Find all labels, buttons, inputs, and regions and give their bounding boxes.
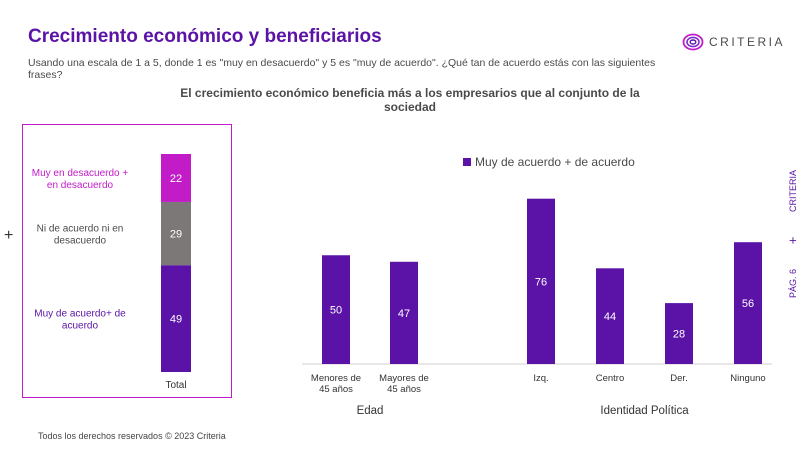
page-title: Crecimiento económico y beneficiarios [28,26,382,47]
side-brand: CRITERIA [787,170,798,213]
bar-value-label: 44 [604,311,616,323]
stack-segment-ni-de-acuerdo-ni-en-desacuerdo [161,201,191,266]
brand-logo: CRITERIA [682,33,785,51]
bar-value-label: 76 [535,276,547,288]
legend-label: Muy de acuerdo + de acuerdo [475,155,635,169]
bar-mayores-de-45-anos [390,261,418,364]
stack-axis-label: Total [165,380,186,391]
group-label-edad: Edad [357,405,384,417]
x-tick-label: Izq. [533,373,548,384]
plus-icon: + [4,227,14,244]
bar-value-label: 56 [742,298,754,310]
x-tick-label: Ninguno [730,373,765,384]
stack-category-label: Muy de acuerdo+ de acuerdo [34,309,126,332]
stack-category-label: Ni de acuerdo ni en desacuerdo [37,224,124,247]
x-tick-label: Mayores de 45 años [379,373,429,395]
side-plus-icon: + [785,236,800,245]
bar-ninguno [734,242,762,364]
stack-value-label: 22 [170,173,182,185]
total-panel [22,124,232,398]
brand-name: CRITERIA [709,35,786,49]
bar-der [665,303,693,364]
bar-value-label: 28 [673,329,685,341]
bar-izq [527,198,555,364]
page-number: PÁG. 6 [787,268,798,298]
group-label-identidad-politica: Identidad Política [600,405,689,417]
bar-menores-de-45-anos [322,255,350,364]
stacked-total-chart: 49 29 22 Muy de acuerdo+ de acuerdo Ni de acu… [32,154,191,391]
copyright-footer: Todos los derechos reservados © 2023 Cri… [38,431,226,441]
segment-bar-chart: Muy de acuerdo + de acuerdo 50 Menores de 4… [302,155,772,417]
x-tick-label: Menores de 45 años [311,373,361,395]
bar-value-label: 47 [398,308,410,320]
legend-swatch [463,158,471,166]
stack-category-label: Muy en desacuerdo + en desacuerdo [32,168,129,191]
stack-value-label: 29 [170,229,182,241]
stack-segment-muy-de-acuerdo-de-acuerdo [161,265,191,372]
side-page-label: PÁG. 6 + CRITERIA [777,170,800,300]
stack-segment-muy-en-desacuerdo-en-desacuerdo [161,154,191,202]
stack-value-label: 49 [170,314,182,326]
question-text: Usando una escala de 1 a 5, donde 1 es "… [28,57,656,81]
chart-title: El crecimiento económico beneficia más a… [180,86,640,114]
bar-centro [596,268,624,364]
bar-value-label: 50 [330,305,342,317]
x-tick-label: Centro [596,373,625,384]
x-tick-label: Der. [670,373,687,384]
criteria-logo-icon [682,33,704,51]
